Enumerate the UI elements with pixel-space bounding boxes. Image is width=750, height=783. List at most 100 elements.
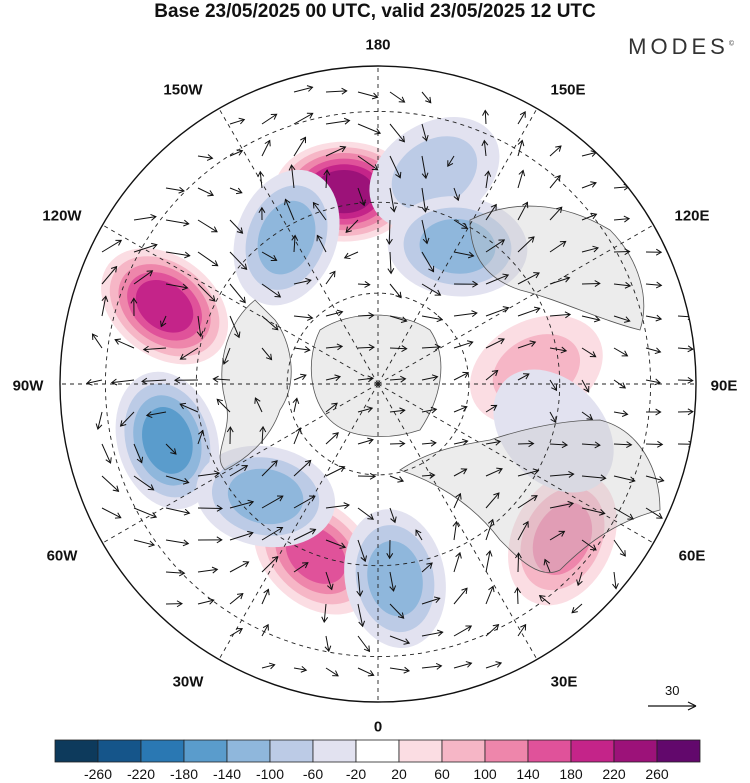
lon-label-90e: 90E xyxy=(710,377,738,395)
wind-vector xyxy=(165,600,183,608)
wind-vector xyxy=(485,467,503,477)
wind-vector xyxy=(165,186,185,194)
wind-vector xyxy=(197,187,215,197)
wind-vector xyxy=(325,465,346,477)
wind-vector xyxy=(517,520,529,541)
wind-vector xyxy=(421,596,441,605)
wind-vector xyxy=(196,315,204,338)
wind-vector xyxy=(229,251,248,270)
wind-vector xyxy=(141,377,167,385)
wind-vector xyxy=(389,375,407,383)
wind-vector xyxy=(357,667,375,677)
wind-vector xyxy=(645,475,665,483)
colorbar-swatch xyxy=(140,739,185,763)
wind-vector xyxy=(197,154,214,161)
wind-vector xyxy=(325,539,347,549)
wind-vector xyxy=(197,504,223,512)
wind-vector xyxy=(453,219,468,229)
wind-vector xyxy=(485,306,510,317)
wind-vector xyxy=(517,340,537,349)
wind-vector xyxy=(261,623,269,637)
wind-vector xyxy=(222,347,231,365)
wind-vector xyxy=(357,187,366,207)
wind-vector xyxy=(229,465,249,477)
wind-vector xyxy=(179,402,199,413)
wind-vector xyxy=(581,315,601,323)
wind-vector xyxy=(216,398,231,413)
colorbar-swatch xyxy=(613,739,658,763)
wind-vector xyxy=(316,234,327,253)
wind-vector xyxy=(549,346,568,354)
wind-vector xyxy=(453,251,475,259)
wind-vector xyxy=(549,311,572,319)
wind-vector xyxy=(581,280,601,288)
wind-vector xyxy=(357,507,374,520)
wind-vector xyxy=(357,539,367,563)
lon-label-120e: 120E xyxy=(674,207,710,225)
wind-vector xyxy=(226,426,234,445)
wind-vector xyxy=(517,468,540,477)
wind-vector xyxy=(485,623,500,637)
colorbar-tick-label: 220 xyxy=(602,766,626,782)
wind-vector xyxy=(389,283,402,299)
wind-vector xyxy=(324,635,332,653)
wind-vector xyxy=(517,169,526,189)
wind-vector xyxy=(485,369,499,381)
wind-vector xyxy=(549,471,575,478)
wind-vector xyxy=(95,411,103,430)
wind-vector xyxy=(421,343,442,351)
wind-vector xyxy=(517,440,535,448)
lon-label-0: 0 xyxy=(373,718,383,736)
anomaly-center-low xyxy=(196,445,336,548)
wind-vector xyxy=(389,91,406,103)
wind-vector xyxy=(197,251,219,267)
map-title: Base 23/05/2025 00 UTC, valid 23/05/2025… xyxy=(154,1,596,22)
wind-vector xyxy=(101,443,112,464)
wind-vector xyxy=(212,375,231,383)
wind-vector xyxy=(485,338,505,349)
wind-vector xyxy=(130,297,138,317)
wind-vector xyxy=(389,603,405,619)
wind-vector xyxy=(645,507,663,519)
wind-vector xyxy=(613,475,636,484)
wind-vector xyxy=(321,603,329,623)
wind-vector xyxy=(389,666,411,674)
wind-vector xyxy=(613,215,631,223)
wind-vector xyxy=(165,475,190,485)
wind-vector xyxy=(549,530,566,541)
wind-vector xyxy=(581,347,597,358)
lon-label-150e: 150E xyxy=(550,81,586,99)
wind-vector xyxy=(197,566,219,574)
wind-vector xyxy=(133,213,157,221)
wind-vector xyxy=(485,438,502,446)
colorbar-tick-label: -100 xyxy=(256,766,284,782)
wind-vector xyxy=(165,539,190,547)
wind-vector xyxy=(613,507,634,520)
wind-vector xyxy=(421,251,435,273)
wind-vector xyxy=(229,628,243,637)
wind-vector xyxy=(549,275,571,285)
wind-vector xyxy=(254,397,263,413)
colorbar-tick-label: 60 xyxy=(434,766,450,782)
brand-copyright-mark: © xyxy=(728,40,734,48)
wind-vector xyxy=(293,528,317,541)
wind-vector xyxy=(165,569,186,577)
wind-vector xyxy=(452,520,460,541)
wind-vector xyxy=(549,411,557,424)
wind-vector xyxy=(543,558,551,573)
wind-vector xyxy=(229,117,246,125)
wind-vector xyxy=(197,536,223,544)
wind-vector xyxy=(549,379,558,392)
wind-vector xyxy=(145,411,167,419)
wind-vector xyxy=(261,283,282,298)
wind-vector xyxy=(357,406,374,413)
wind-vector xyxy=(485,518,495,541)
anomaly-center-low xyxy=(115,371,220,510)
colorbar-swatch xyxy=(398,739,443,763)
wind-vector xyxy=(645,440,664,448)
wind-vector xyxy=(581,181,597,189)
wind-vector xyxy=(114,338,135,349)
wind-vector xyxy=(165,219,190,227)
wind-vector xyxy=(484,170,492,189)
colorbar-tick-label: 100 xyxy=(473,766,497,782)
